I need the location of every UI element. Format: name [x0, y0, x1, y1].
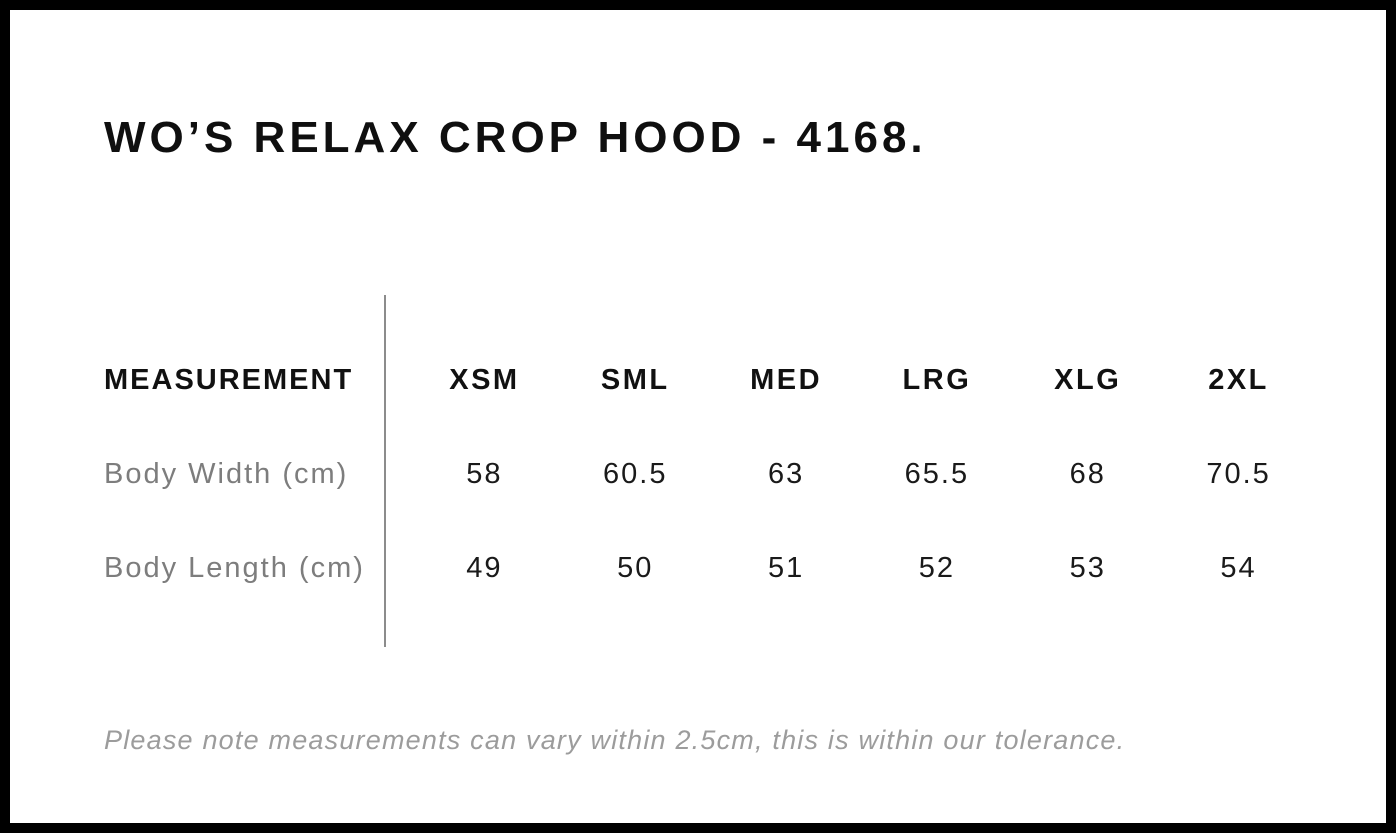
- column-header-xlg: XLG: [1054, 363, 1122, 396]
- body-width-xsm-value: 58: [466, 457, 503, 490]
- table-row-body-width: Body Width (cm) 58 60.5 63 65.5 68 70.5: [104, 456, 1314, 492]
- body-width-2xl-value: 70.5: [1206, 457, 1271, 490]
- body-width-med-value: 63: [767, 457, 805, 490]
- body-length-xlg-value: 53: [1069, 551, 1106, 584]
- row-label-body-width: Body Width (cm): [104, 457, 349, 490]
- column-header-med: MED: [750, 363, 823, 396]
- body-length-lrg-value: 52: [918, 551, 956, 584]
- column-header-sml: SML: [600, 363, 670, 396]
- body-length-med-value: 51: [767, 551, 805, 584]
- table-header-row: MEASUREMENT XSM SML MED LRG XLG 2XL: [104, 362, 1314, 398]
- tolerance-note: Please note measurements can vary within…: [104, 725, 1126, 755]
- column-header-measurement: MEASUREMENT: [104, 363, 354, 396]
- body-length-xsm-value: 49: [466, 551, 503, 584]
- body-width-xlg-value: 68: [1069, 457, 1106, 490]
- body-width-lrg-value: 65.5: [904, 457, 970, 490]
- body-length-2xl-value: 54: [1220, 551, 1257, 584]
- table-row-body-length: Body Length (cm) 49 50 51 52 53 54: [104, 550, 1314, 586]
- body-width-sml-value: 60.5: [603, 457, 668, 490]
- row-label-body-length: Body Length (cm): [104, 551, 365, 584]
- column-header-xsm: XSM: [449, 363, 520, 396]
- body-length-sml-value: 50: [617, 551, 654, 584]
- page-title: WO’S RELAX CROP HOOD - 4168.: [104, 113, 927, 162]
- column-header-lrg: LRG: [902, 363, 972, 396]
- column-header-2xl: 2XL: [1208, 363, 1269, 396]
- column-divider-line: [384, 295, 386, 647]
